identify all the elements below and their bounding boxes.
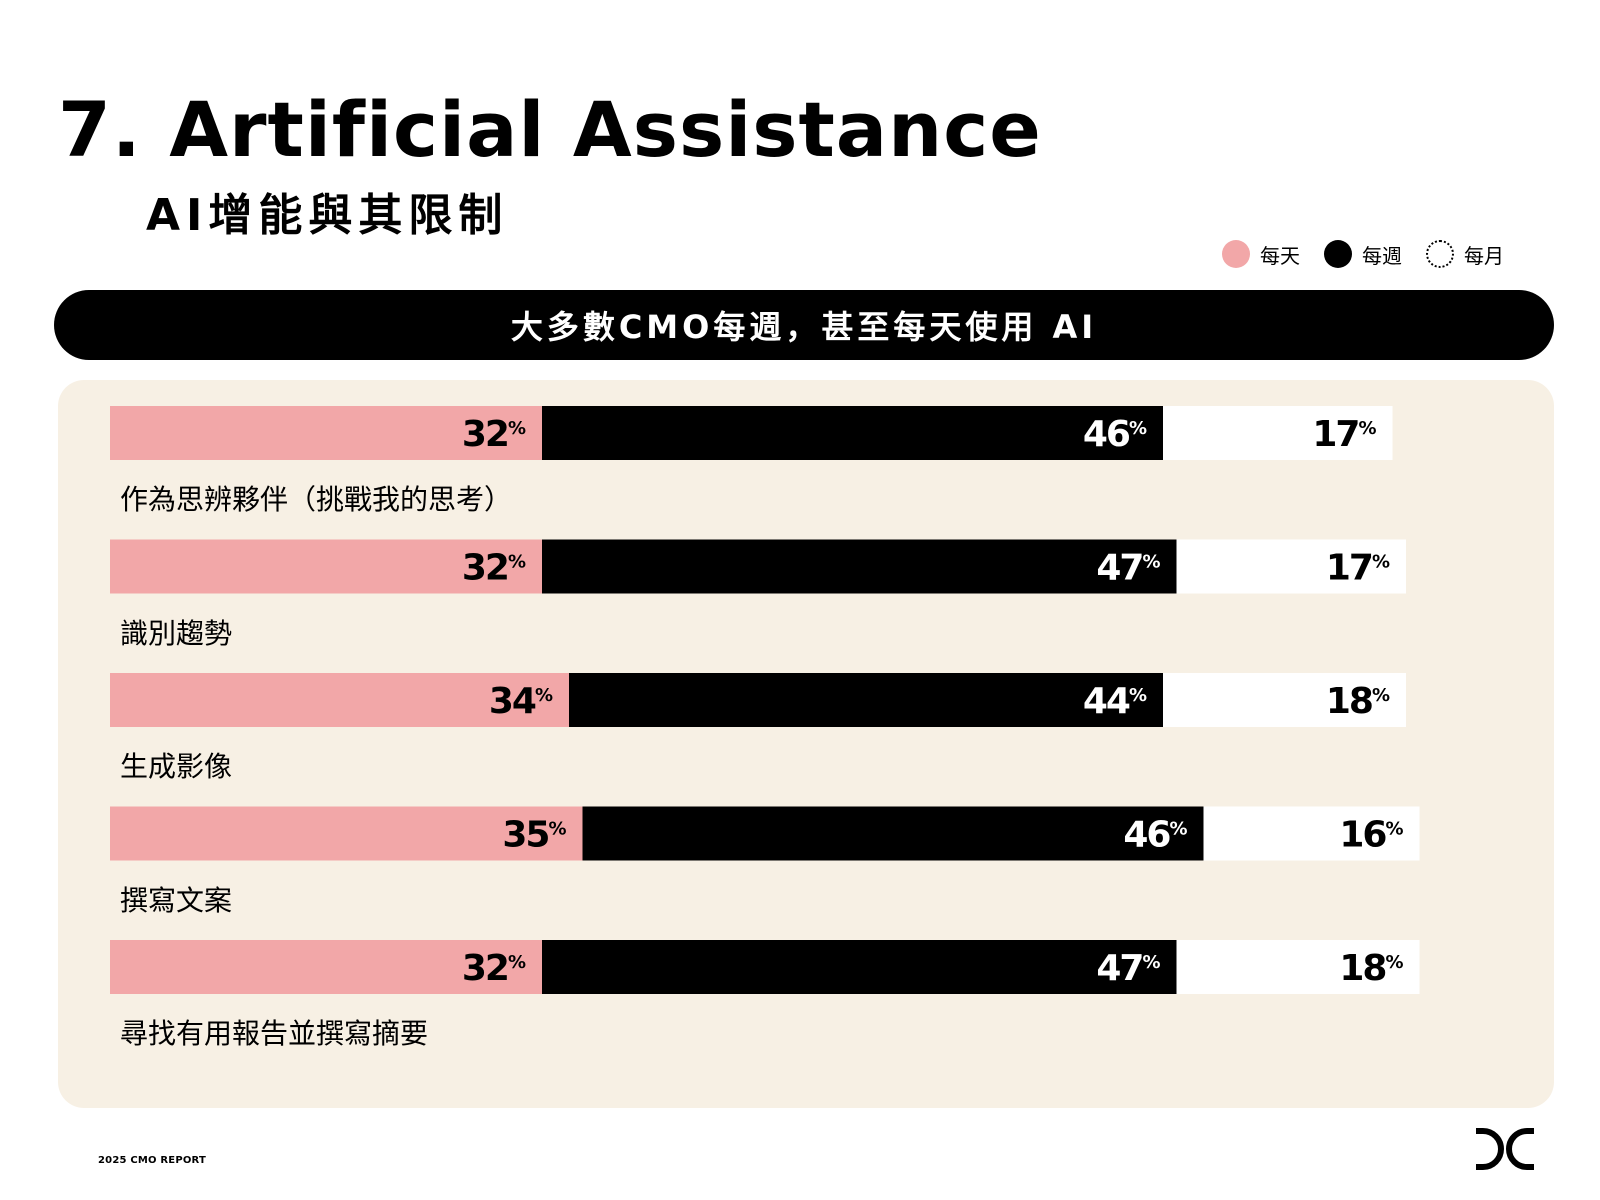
- page-title: 7. Artificial Assistance: [58, 85, 1042, 174]
- bar-daily-2: [110, 539, 542, 594]
- bar-daily-4: [110, 806, 583, 861]
- value-label-monthly-1: 17%: [1312, 414, 1376, 455]
- legend-swatch-weekly: [1324, 240, 1352, 268]
- category-label-1: 作為思辨夥伴（挑戰我的思考）: [120, 483, 513, 516]
- legend: 每天 每週 每月: [1222, 238, 1504, 270]
- value-label-weekly-1: 46%: [1083, 414, 1147, 455]
- bar-monthly-1: [1163, 406, 1393, 460]
- chart-panel: 32% 46% 17% 32% 47% 17% 34% 44% 18% 35% 46% 16% 32% 4…: [58, 380, 1554, 1108]
- legend-label-daily: 每天: [1260, 243, 1300, 268]
- bar-weekly-1: [542, 406, 1163, 460]
- value-label-monthly-3: 18%: [1326, 681, 1390, 722]
- value-label-daily-5: 32%: [462, 948, 526, 989]
- bar-daily-1: [110, 406, 542, 460]
- bar-monthly-5: [1176, 940, 1420, 994]
- bar-daily-5: [110, 940, 542, 994]
- value-label-daily-3: 34%: [489, 681, 553, 722]
- category-label-3: 生成影像: [120, 750, 233, 783]
- bar-daily-3: [110, 673, 569, 727]
- headline-banner: 大多數CMO每週，甚至每天使用 AI: [54, 290, 1554, 360]
- value-label-weekly-2: 47%: [1096, 548, 1160, 589]
- stacked-bar-chart: 32% 46% 17% 32% 47% 17% 34% 44% 18% 35% 46% 16% 32% 4…: [110, 406, 1420, 994]
- bar-weekly-4: [582, 806, 1204, 861]
- bar-weekly-5: [542, 940, 1177, 994]
- page-subtitle: AI增能與其限制: [146, 190, 509, 241]
- bar-weekly-2: [542, 539, 1177, 594]
- value-label-monthly-2: 17%: [1326, 548, 1390, 589]
- bar-monthly-3: [1163, 673, 1406, 727]
- value-label-weekly-4: 46%: [1123, 815, 1187, 856]
- dc-logo-icon: [1476, 1128, 1534, 1170]
- category-label-2: 識別趨勢: [120, 616, 233, 650]
- legend-swatch-monthly: [1426, 240, 1454, 268]
- value-label-weekly-5: 47%: [1096, 948, 1160, 989]
- value-label-daily-1: 32%: [462, 414, 526, 455]
- bar-monthly-4: [1203, 806, 1420, 861]
- value-label-monthly-5: 18%: [1339, 948, 1403, 989]
- category-label-5: 尋找有用報告並撰寫摘要: [120, 1017, 429, 1050]
- bar-monthly-2: [1176, 539, 1406, 594]
- legend-label-monthly: 每月: [1464, 243, 1504, 268]
- legend-label-weekly: 每週: [1362, 243, 1402, 268]
- value-label-daily-4: 35%: [502, 815, 566, 856]
- category-label-4: 撰寫文案: [120, 883, 233, 917]
- bar-weekly-3: [569, 673, 1163, 727]
- value-label-weekly-3: 44%: [1083, 681, 1147, 722]
- footer-report-label: 2025 CMO REPORT: [98, 1155, 207, 1166]
- legend-swatch-daily: [1222, 240, 1250, 268]
- value-label-monthly-4: 16%: [1339, 815, 1403, 856]
- value-label-daily-2: 32%: [462, 548, 526, 589]
